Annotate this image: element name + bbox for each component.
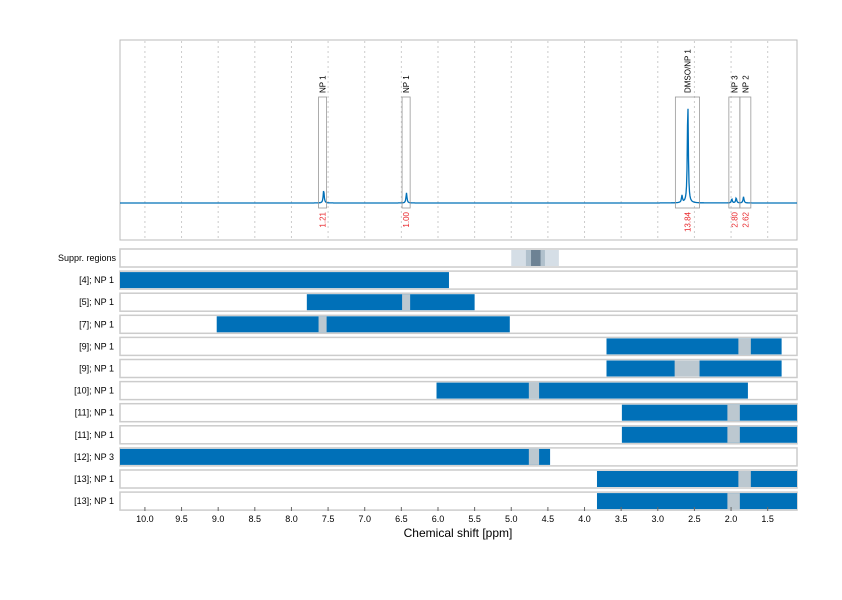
- integral-value: 1.00: [402, 211, 411, 227]
- spectrum: [120, 108, 797, 204]
- annotation-box: [739, 96, 752, 209]
- excluded-gap: [402, 294, 411, 311]
- x-tick-label: 7.5: [322, 514, 335, 524]
- annotation-label: NP 2: [741, 75, 750, 93]
- integral-value: 1.21: [319, 211, 328, 227]
- integral-value: 2.80: [730, 211, 739, 227]
- region-bar: [621, 404, 797, 421]
- x-tick-label: 9.0: [212, 514, 225, 524]
- annotation-box: [401, 96, 411, 209]
- x-tick-label: 8.0: [285, 514, 298, 524]
- region-bar: [306, 294, 475, 311]
- row-label: [13]; NP 1: [74, 496, 114, 506]
- row-label: [9]; NP 1: [79, 341, 114, 351]
- row-label: [11]; NP 1: [75, 408, 114, 418]
- row-label: [9]; NP 1: [79, 364, 114, 374]
- x-tick-label: 2.5: [688, 514, 701, 524]
- excluded-gap: [727, 426, 740, 443]
- spectrum-line: [120, 108, 797, 204]
- excluded-gap: [727, 404, 740, 421]
- annotation-label: DMSO/NP 1: [683, 49, 692, 93]
- annotation-box: [674, 96, 700, 209]
- annotation-box: [318, 96, 328, 209]
- x-tick-label: 4.5: [542, 514, 555, 524]
- excluded-gap: [674, 360, 700, 377]
- x-tick-label: 5.5: [468, 514, 481, 524]
- x-axis-label: Chemical shift [ppm]: [404, 526, 513, 540]
- region-bar: [120, 272, 449, 289]
- row-label: [10]; NP 1: [74, 386, 114, 396]
- x-tick-label: 7.0: [358, 514, 371, 524]
- annotation-label: NP 1: [402, 75, 411, 93]
- grid: [144, 41, 769, 239]
- x-tick-label: 2.0: [725, 514, 738, 524]
- annotation-label: NP 3: [730, 75, 739, 93]
- region-rows: Suppr. regions [4]; NP 1 [5]; NP 1 [7]; NP …: [58, 248, 798, 511]
- region-bar: [596, 471, 797, 487]
- integral-value: 2.62: [741, 211, 750, 227]
- x-tick-label: 4.0: [578, 514, 591, 524]
- suppressed-regions-row: [119, 248, 798, 268]
- region-bar: [120, 448, 551, 465]
- excluded-gap: [727, 493, 740, 510]
- x-tick-label: 9.5: [175, 514, 188, 524]
- x-tick-label: 3.0: [652, 514, 665, 524]
- row-label: [7]; NP 1: [79, 319, 114, 329]
- integral-value: 13.84: [683, 211, 692, 232]
- x-axis: 10.0 9.5 9.0 8.5 8.0 7.5 7.0 6.5 6.0 5.5 5.0 4.5 4.0…: [136, 507, 774, 524]
- row-label: [11]; NP 1: [75, 430, 114, 440]
- excluded-gap: [738, 338, 751, 355]
- region-bar: [596, 493, 797, 510]
- row-label: [13]; NP 1: [74, 474, 114, 484]
- region-bar: [436, 382, 748, 399]
- row-label: [12]; NP 3: [74, 452, 114, 462]
- x-tick-label: 3.5: [615, 514, 628, 524]
- annotations: NP 1 1.21 NP 1 1.00 DMSO/NP 1 13.84 NP 3 2.80 NP…: [318, 49, 752, 232]
- x-tick-label: 6.0: [432, 514, 445, 524]
- excluded-gap: [738, 471, 751, 487]
- suppressed-band: [531, 250, 541, 266]
- x-tick-label: 5.0: [505, 514, 518, 524]
- row-label: [4]; NP 1: [79, 275, 114, 285]
- x-tick-label: 10.0: [136, 514, 154, 524]
- excluded-gap: [528, 382, 540, 399]
- excluded-gap: [528, 448, 540, 465]
- row-label: Suppr. regions: [58, 253, 117, 263]
- x-tick-label: 6.5: [395, 514, 408, 524]
- excluded-gap: [318, 316, 327, 333]
- x-tick-label: 1.5: [761, 514, 774, 524]
- region-bar: [606, 338, 782, 355]
- region-bar: [621, 426, 797, 443]
- region-bar: [216, 316, 510, 333]
- row-label: [5]; NP 1: [79, 297, 114, 307]
- annotation-label: NP 1: [319, 75, 328, 93]
- spectrum-panel: [119, 39, 798, 241]
- x-tick-label: 8.5: [249, 514, 262, 524]
